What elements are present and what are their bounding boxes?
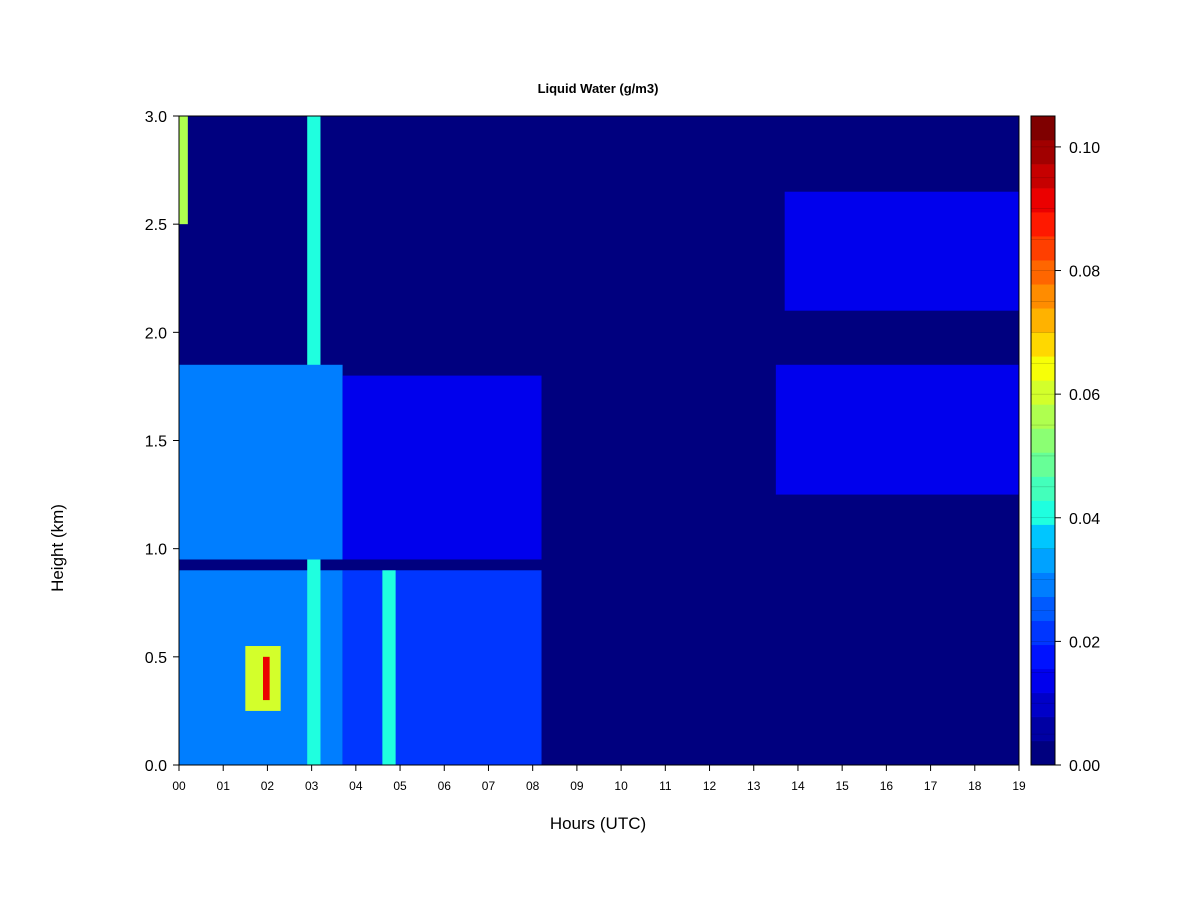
y-tick-label: 2.0 xyxy=(145,325,167,342)
colorbar-swatch xyxy=(1030,692,1056,718)
colorbar-swatch xyxy=(1030,740,1056,766)
colorbar-swatch xyxy=(1030,211,1056,237)
colorbar-tick-label: 0.00 xyxy=(1069,758,1100,775)
x-tick-label: 05 xyxy=(393,779,407,793)
x-tick-label: 16 xyxy=(880,779,894,793)
heatmap-cell-9 xyxy=(775,364,1019,495)
x-axis-label: Hours (UTC) xyxy=(550,814,646,833)
x-tick-label: 08 xyxy=(526,779,540,793)
colorbar-swatch xyxy=(1030,476,1056,501)
colorbar-tick-label: 0.10 xyxy=(1069,140,1100,157)
x-tick-label: 01 xyxy=(217,779,231,793)
x-tick-label: 19 xyxy=(1012,779,1026,793)
colorbar-tick-label: 0.02 xyxy=(1069,634,1100,651)
colorbar-swatch xyxy=(1030,115,1056,141)
colorbar-tick-label: 0.06 xyxy=(1069,387,1100,404)
y-tick-label: 1.0 xyxy=(145,542,167,559)
colorbar-swatch xyxy=(1030,524,1056,549)
colorbar-swatch xyxy=(1030,356,1056,381)
y-tick-label: 2.5 xyxy=(145,217,167,234)
colorbar-swatch xyxy=(1030,716,1056,742)
x-tick-label: 13 xyxy=(747,779,761,793)
colorbar-swatch xyxy=(1030,500,1056,525)
heatmap-cell-5 xyxy=(179,364,343,560)
colorbar-tick-label: 0.04 xyxy=(1069,511,1100,528)
colorbar-swatch xyxy=(1030,644,1056,670)
heatmap-cell-6 xyxy=(342,570,542,765)
y-axis: 0.0 0.5 1.0 1.5 2.0 2.5 3.0 xyxy=(145,109,179,775)
colorbar-swatch xyxy=(1030,452,1056,477)
colorbar-swatch xyxy=(1030,259,1056,285)
colorbar-swatch xyxy=(1030,428,1056,453)
colorbar-swatch xyxy=(1030,284,1056,309)
x-tick-label: 07 xyxy=(482,779,496,793)
x-tick-label: 02 xyxy=(261,779,275,793)
colorbar-swatch xyxy=(1030,308,1056,333)
y-tick-label: 3.0 xyxy=(145,109,167,126)
colorbar-swatch xyxy=(1030,380,1056,405)
y-axis-label: Height (km) xyxy=(48,504,67,592)
y-tick-label: 1.5 xyxy=(145,434,167,451)
colorbar-swatch xyxy=(1030,163,1056,189)
x-tick-label: 15 xyxy=(835,779,849,793)
x-tick-label: 14 xyxy=(791,779,805,793)
colorbar-swatch xyxy=(1030,596,1056,622)
heatmap-cell-2 xyxy=(263,656,270,701)
y-tick-label: 0.5 xyxy=(145,650,167,667)
colorbar-swatch xyxy=(1030,572,1056,597)
x-tick-label: 00 xyxy=(172,779,186,793)
heatmap-cell-7 xyxy=(342,375,542,560)
x-axis: 00 01 02 03 04 05 06 07 08 09 10 11 12 13 14 15 16 17 18 19 xyxy=(172,765,1026,793)
colorbar-swatch xyxy=(1030,139,1056,165)
x-tick-label: 17 xyxy=(924,779,938,793)
colorbar-swatch xyxy=(1030,548,1056,573)
y-tick-label: 0.0 xyxy=(145,758,167,775)
x-tick-label: 11 xyxy=(659,779,672,793)
colorbar-tick-label: 0.08 xyxy=(1069,264,1100,281)
heatmap-cell-8 xyxy=(382,570,396,765)
x-tick-label: 03 xyxy=(305,779,319,793)
x-tick-label: 18 xyxy=(968,779,982,793)
colorbar-ticks: 0.00 0.02 0.04 0.06 0.08 0.10 xyxy=(1055,140,1100,775)
x-tick-label: 12 xyxy=(703,779,717,793)
colorbar-swatch xyxy=(1030,668,1056,694)
heatmap-cell-10 xyxy=(784,191,1019,311)
heatmap-area xyxy=(179,116,1019,765)
colorbar-frame xyxy=(1030,115,1056,766)
x-tick-label: 06 xyxy=(438,779,452,793)
x-tick-label: 10 xyxy=(614,779,628,793)
x-tick-label: 09 xyxy=(570,779,584,793)
x-tick-label: 04 xyxy=(349,779,363,793)
heatmap-cell-11 xyxy=(179,116,188,225)
colorbar-swatch xyxy=(1030,332,1056,357)
chart-title: Liquid Water (g/m3) xyxy=(538,81,659,96)
colorbar xyxy=(1030,115,1056,766)
